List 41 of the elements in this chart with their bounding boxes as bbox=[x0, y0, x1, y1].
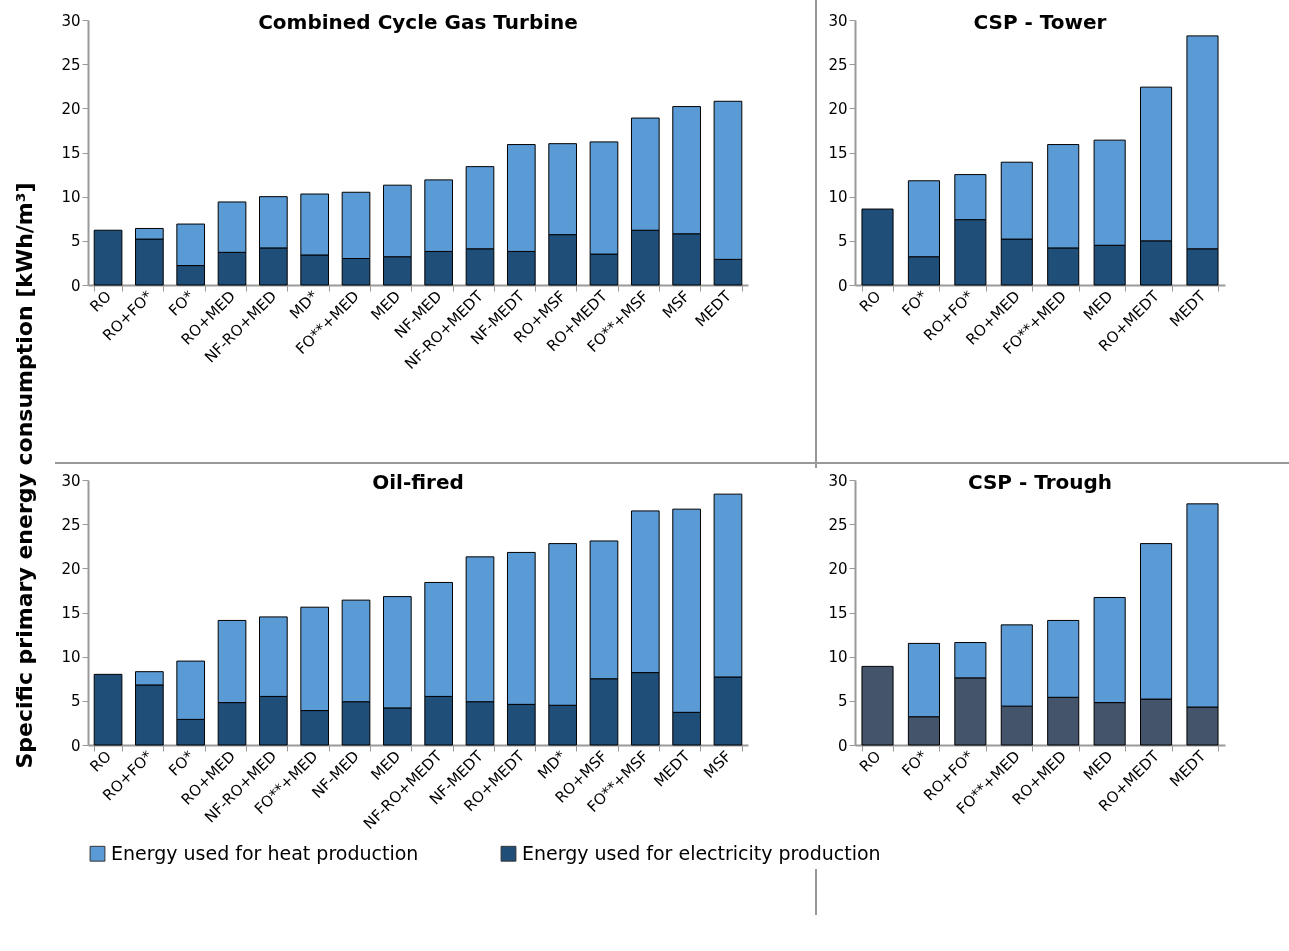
y-tick-label: 20 bbox=[828, 559, 848, 578]
y-tick-label: 10 bbox=[828, 648, 848, 667]
y-tick-label: 0 bbox=[70, 276, 81, 295]
x-tick-label: RO bbox=[855, 287, 885, 316]
x-tick-label: RO bbox=[855, 747, 885, 776]
y-tick-label: 0 bbox=[837, 736, 848, 755]
y-tick-label: 25 bbox=[61, 55, 81, 74]
y-tick-label: 25 bbox=[61, 515, 81, 534]
y-tick-label: 10 bbox=[828, 188, 848, 207]
y-tick-label: 5 bbox=[837, 692, 848, 711]
y-tick-label: 30 bbox=[828, 11, 848, 30]
y-tick-label: 25 bbox=[828, 55, 848, 74]
chart-title: CSP - Trough bbox=[967, 470, 1113, 494]
bar bbox=[861, 665, 894, 746]
chart-title: Combined Cycle Gas Turbine bbox=[258, 10, 578, 34]
y-tick-label: 5 bbox=[70, 232, 81, 251]
y-tick-label: 5 bbox=[837, 232, 848, 251]
y-tick-label: 15 bbox=[61, 604, 81, 622]
y-tick-label: 0 bbox=[837, 276, 848, 295]
y-tick-label: 10 bbox=[61, 648, 81, 667]
y-tick-label: 0 bbox=[70, 736, 81, 755]
legend-label: Energy used for electricity production bbox=[522, 841, 881, 864]
y-tick-label: 5 bbox=[70, 692, 81, 711]
bar bbox=[93, 673, 123, 746]
y-tick-label: 15 bbox=[828, 604, 848, 622]
bar bbox=[93, 229, 123, 286]
legend-label: Energy used for heat production bbox=[111, 841, 419, 864]
chart-title: CSP - Tower bbox=[973, 10, 1107, 34]
y-axis-title: Specific primary energy consumption [kWh/m³] bbox=[12, 182, 38, 769]
y-tick-label: 30 bbox=[828, 471, 848, 490]
bar bbox=[861, 208, 894, 286]
y-tick-label: 10 bbox=[61, 188, 81, 207]
y-tick-label: 15 bbox=[61, 144, 81, 162]
y-tick-label: 20 bbox=[61, 99, 81, 118]
y-tick-label: 25 bbox=[828, 515, 848, 534]
y-tick-label: 20 bbox=[61, 559, 81, 578]
y-tick-label: 15 bbox=[828, 144, 848, 162]
chart-title: Oil-fired bbox=[372, 470, 464, 494]
y-tick-label: 30 bbox=[61, 11, 81, 30]
y-tick-label: 30 bbox=[61, 471, 81, 490]
y-tick-label: 20 bbox=[828, 99, 848, 118]
